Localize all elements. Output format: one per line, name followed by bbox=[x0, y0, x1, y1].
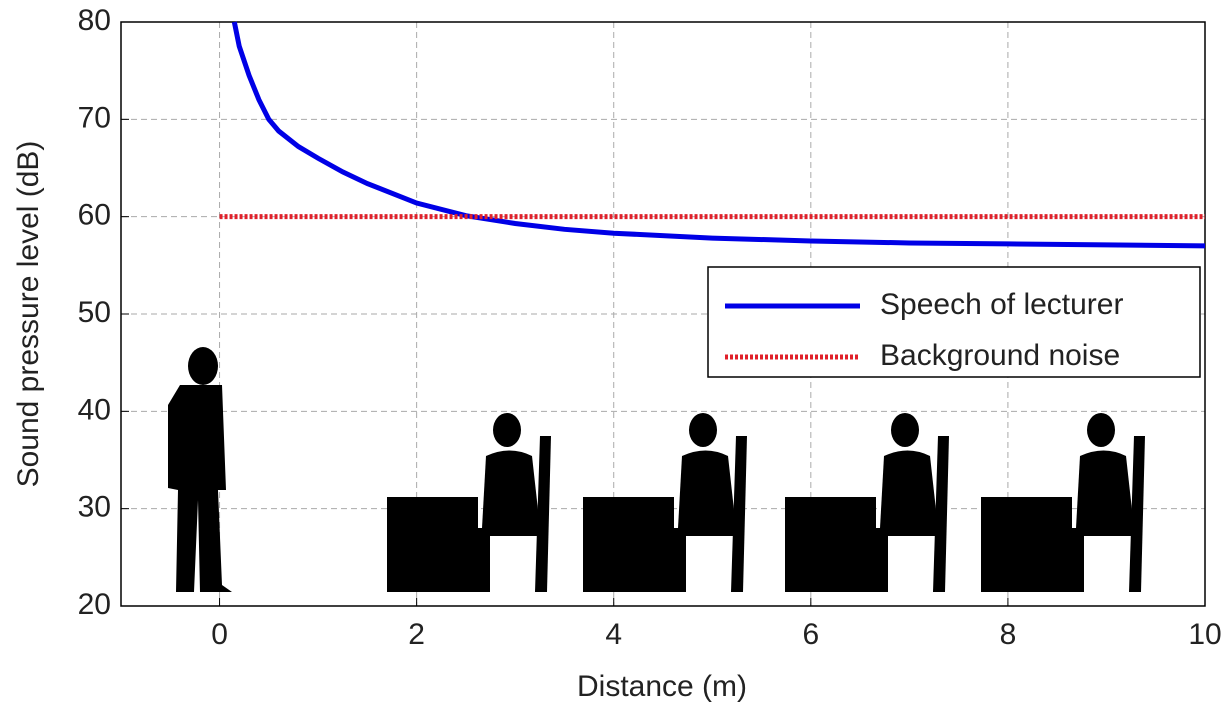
y-tick-label: 80 bbox=[78, 4, 111, 37]
silhouettes bbox=[168, 347, 1145, 592]
x-tick-label: 10 bbox=[1188, 618, 1221, 651]
y-tick-label: 40 bbox=[78, 393, 111, 426]
y-tick-label: 60 bbox=[78, 199, 111, 232]
x-tick-label: 0 bbox=[211, 618, 228, 651]
y-tick-label: 50 bbox=[78, 296, 111, 329]
y-tick-label: 30 bbox=[78, 491, 111, 524]
legend-label: Background noise bbox=[880, 339, 1120, 372]
y-tick-label: 20 bbox=[78, 588, 111, 621]
x-tick-label: 8 bbox=[1000, 618, 1017, 651]
plot-frame bbox=[120, 21, 1206, 607]
x-tick-label: 6 bbox=[802, 618, 819, 651]
x-tick-label: 2 bbox=[408, 618, 425, 651]
x-tick-label: 4 bbox=[605, 618, 622, 651]
series-line bbox=[231, 21, 1206, 249]
y-tick-label: 70 bbox=[78, 101, 111, 134]
y-axis-label: Sound pressure level (dB) bbox=[12, 141, 45, 488]
x-axis-label: Distance (m) bbox=[577, 670, 747, 703]
legend-label: Speech of lecturer bbox=[880, 288, 1123, 321]
